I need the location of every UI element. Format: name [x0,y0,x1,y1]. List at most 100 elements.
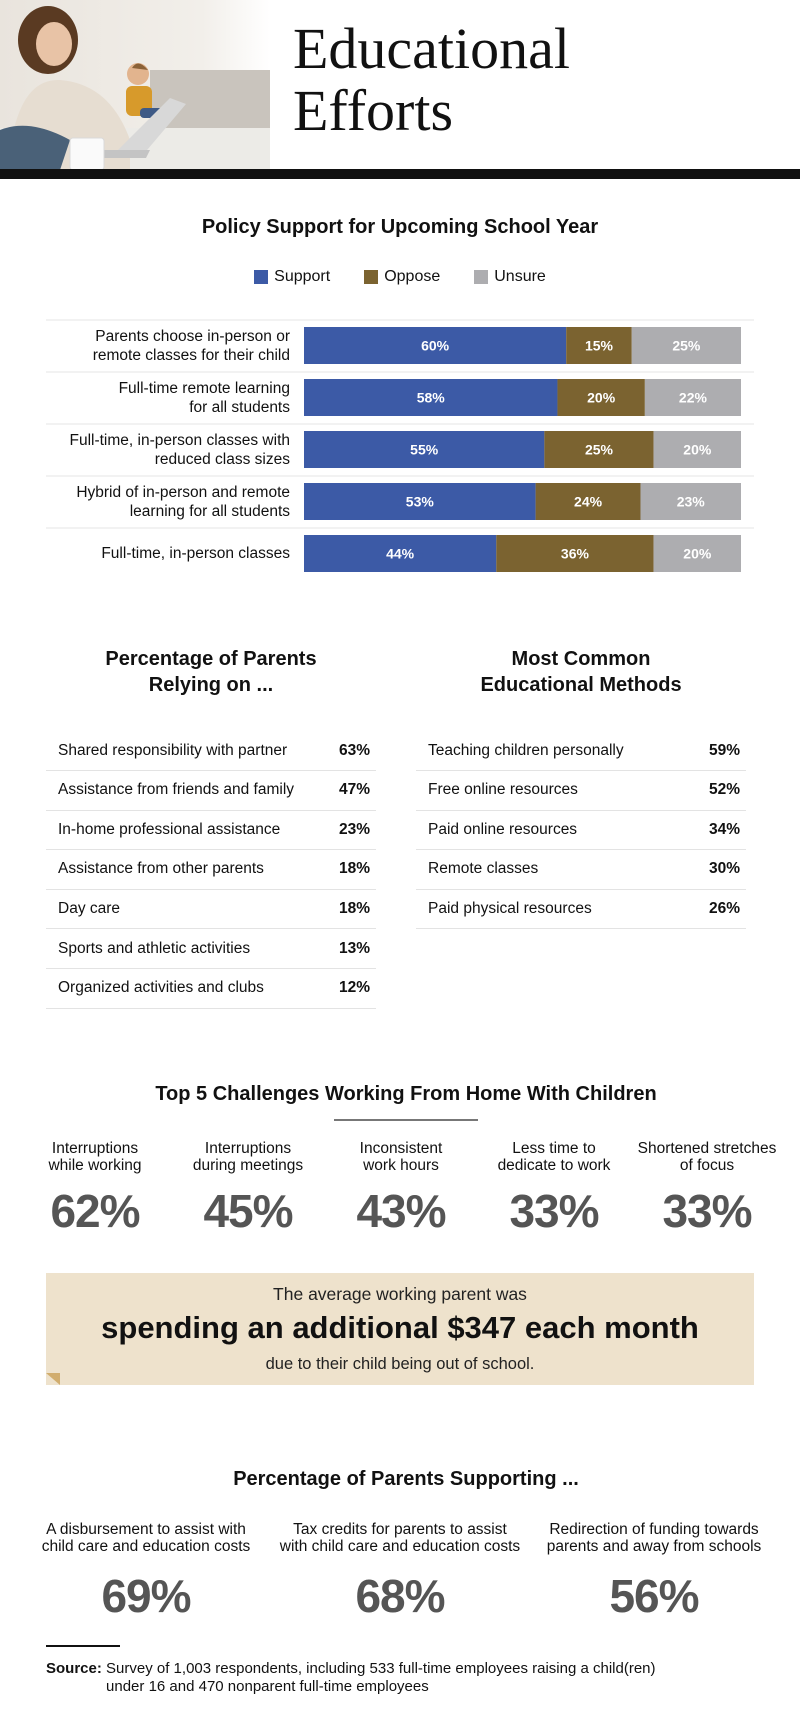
bar-support-1 [304,379,558,416]
bar-oppose-3 [535,483,641,520]
relying-row-label: Day care [58,899,121,917]
challenge-label-line1: Interruptions [204,1140,292,1157]
methods-row: Paid physical resources 26% [416,889,746,930]
challenge-label: Interruptions during meetings [173,1140,323,1176]
relying-row-value: 12% [338,979,370,997]
bar-support-4 [304,535,497,572]
bar-label-oppose-3: 24% [574,494,603,510]
page-title: Educational Efforts [293,18,753,142]
supporting-label-line1: Tax credits for parents to assist [293,1521,507,1538]
methods-row-value: 26% [708,899,740,917]
bar-label-support-3: 53% [406,494,435,510]
policy-row-label-line: for all students [189,398,290,416]
methods-row-value: 52% [708,781,740,799]
bar-label-unsure-4: 20% [683,546,712,562]
challenge-item: Interruptions while working 62% [20,1140,170,1238]
relying-title-line1: Percentage of Parents [105,648,317,670]
challenge-item: Inconsistent work hours 43% [326,1140,476,1238]
challenge-label-line2: during meetings [192,1157,304,1174]
challenge-label: Interruptions while working [20,1140,170,1176]
legend-swatch-unsure [474,270,489,284]
challenge-label-line2: dedicate to work [497,1157,611,1174]
challenge-value: 62% [50,1185,140,1237]
bar-oppose-0 [566,327,632,364]
challenge-label: Shortened stretches of focus [632,1140,782,1176]
relying-row: Day care 18% [46,889,376,930]
bar-label-oppose-0: 15% [585,338,614,354]
challenges-divider [334,1119,478,1121]
challenge-label-line2: work hours [363,1157,439,1174]
legend-item-unsure: Unsure [474,268,546,286]
callout-pre-text: The average working parent was [273,1284,527,1304]
policy-row-label-line: Parents choose in-person or [95,327,290,345]
challenge-item: Less time to dedicate to work 33% [479,1140,629,1238]
challenge-label-line1: Shortened stretches [637,1140,777,1157]
challenges-title: Top 5 Challenges Working From Home With … [155,1083,657,1105]
callout-post-text: due to their child being out of school. [265,1355,535,1373]
callout-fold [46,1373,60,1385]
methods-row-label: Teaching children personally [428,741,624,759]
bar-support-3 [304,483,536,520]
methods-row-label: Paid physical resources [428,899,592,917]
legend-item-support: Support [254,268,330,286]
supporting-label: A disbursement to assist with child care … [21,1521,271,1557]
challenge-value: 43% [356,1185,446,1237]
relying-row: Assistance from other parents 18% [46,850,376,890]
challenge-label-line2: of focus [679,1157,735,1174]
legend-swatch-oppose [364,270,379,284]
supporting-label-line2: child care and education costs [41,1538,251,1555]
methods-row-label: Free online resources [428,781,578,799]
relying-row: In-home professional assistance 23% [46,810,376,851]
methods-row: Paid online resources 34% [416,810,746,851]
relying-row-value: 47% [338,781,370,799]
header-divider [0,169,800,179]
policy-row-label-line: remote classes for their child [92,346,290,364]
bar-label-support-2: 55% [410,442,439,458]
supporting-value: 56% [609,1570,699,1622]
relying-row-label: Organized activities and clubs [58,979,264,997]
supporting-item: Redirection of funding towards parents an… [529,1521,779,1623]
bar-unsure-2 [653,431,741,468]
supporting-label-line1: A disbursement to assist with [46,1521,246,1538]
challenge-label-line1: Less time to [512,1140,596,1157]
legend-item-oppose: Oppose [364,268,440,286]
relying-row-value: 23% [338,820,370,838]
supporting-label: Tax credits for parents to assist with ch… [275,1521,525,1557]
relying-row-value: 18% [338,899,370,917]
supporting-title: Percentage of Parents Supporting ... [233,1468,579,1490]
supporting-value: 68% [355,1570,445,1622]
legend-swatch-support [254,270,269,284]
relying-row-label: Assistance from friends and family [58,781,295,799]
policy-chart-title: Policy Support for Upcoming School Year [201,216,599,238]
relying-row-label: Assistance from other parents [58,860,264,878]
bar-label-unsure-0: 25% [672,338,701,354]
bar-unsure-0 [631,327,741,364]
policy-row-label: Full-time, in-person classes [40,544,290,563]
methods-row-value: 34% [708,820,740,838]
legend-label-oppose: Oppose [384,268,441,285]
bar-label-support-1: 58% [417,390,446,406]
relying-row-label: In-home professional assistance [58,820,281,838]
bar-label-support-0: 60% [421,338,450,354]
relying-row-value: 13% [338,939,370,957]
supporting-label: Redirection of funding towards parents an… [529,1521,779,1557]
supporting-item: A disbursement to assist with child care … [21,1521,271,1623]
hero-photo [0,0,270,170]
relying-row-value: 63% [338,741,370,759]
methods-row-value: 59% [708,741,740,759]
policy-row-label-line: Full-time, in-person classes [101,545,290,562]
source-text: Survey of 1,003 respondents, including 5… [106,1660,706,1696]
page-title-line1: Educational [293,16,571,81]
bar-oppose-1 [557,379,645,416]
bar-oppose-4 [496,535,654,572]
relying-row-value: 18% [338,860,370,878]
methods-row-label: Remote classes [428,860,539,878]
policy-bar-chart: 60% 15% 25% 58% 20% 22% 55% 25% 20% 53% 24% 23% 44% 3… [46,319,754,572]
methods-row: Remote classes 30% [416,850,746,890]
challenge-label: Inconsistent work hours [326,1140,476,1176]
policy-row-label: Hybrid of in-person and remote learning f… [40,483,290,521]
policy-row-label: Full-time, in-person classes with reduced… [40,431,290,469]
relying-row-label: Sports and athletic activities [58,939,251,957]
challenge-value: 33% [509,1185,599,1237]
callout-box [46,1273,754,1385]
